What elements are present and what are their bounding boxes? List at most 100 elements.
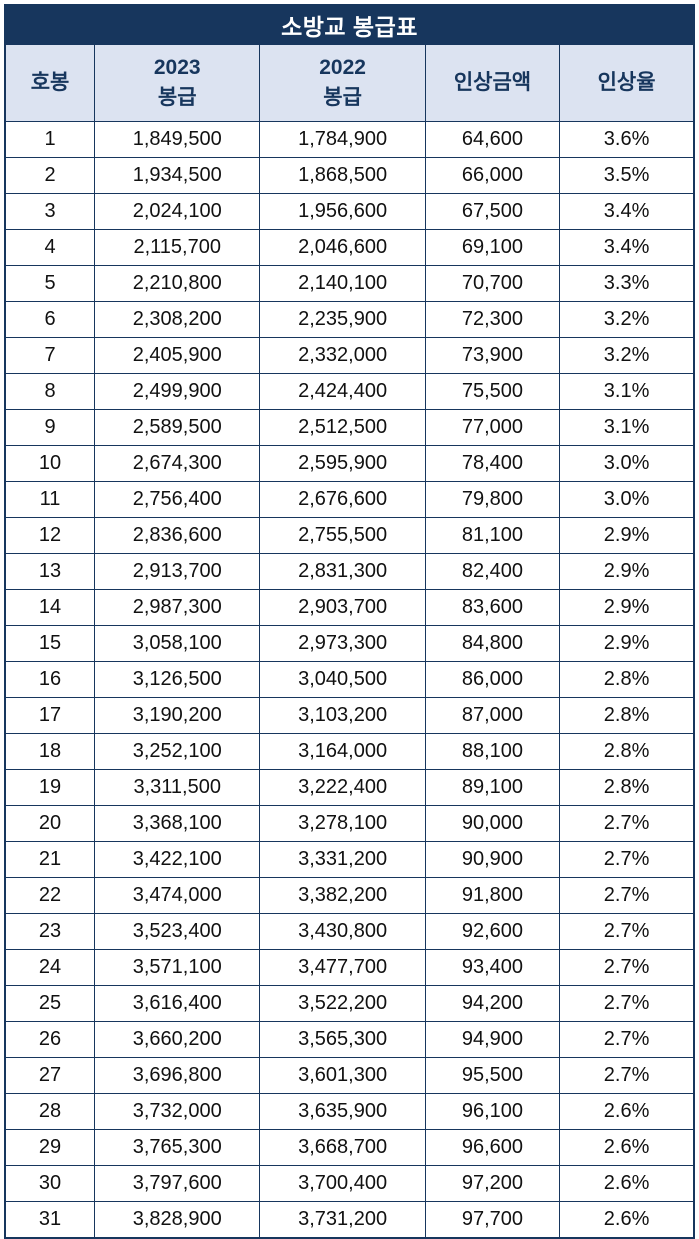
increase-rate-cell: 2.7% bbox=[559, 985, 695, 1022]
increase-rate-cell: 2.7% bbox=[559, 1057, 695, 1094]
salary-2022-cell: 2,973,300 bbox=[259, 625, 426, 662]
increase-amount-cell: 83,600 bbox=[424, 589, 561, 626]
increase-rate-cell: 3.6% bbox=[559, 121, 695, 158]
increase-amount-cell: 94,200 bbox=[424, 985, 561, 1022]
increase-rate-cell: 3.4% bbox=[559, 229, 695, 266]
salary-2022-cell: 3,565,300 bbox=[259, 1021, 426, 1058]
increase-rate-cell: 2.8% bbox=[559, 661, 695, 698]
increase-amount-cell: 79,800 bbox=[424, 481, 561, 518]
table-row: 16 3,126,500 3,040,500 86,000 2.8% bbox=[4, 661, 695, 698]
increase-rate-cell: 2.9% bbox=[559, 553, 695, 590]
increase-amount-cell: 66,000 bbox=[424, 157, 561, 194]
increase-amount-cell: 86,000 bbox=[424, 661, 561, 698]
salary-2022-cell: 2,831,300 bbox=[259, 553, 426, 590]
table-row: 25 3,616,400 3,522,200 94,200 2.7% bbox=[4, 985, 695, 1022]
increase-rate-cell: 3.4% bbox=[559, 193, 695, 230]
table-row: 10 2,674,300 2,595,900 78,400 3.0% bbox=[4, 445, 695, 482]
increase-amount-cell: 67,500 bbox=[424, 193, 561, 230]
column-header-increase-rate: 인상율 bbox=[559, 44, 695, 122]
salary-2023-cell: 2,836,600 bbox=[94, 517, 261, 554]
increase-amount-cell: 84,800 bbox=[424, 625, 561, 662]
table-row: 19 3,311,500 3,222,400 89,100 2.8% bbox=[4, 769, 695, 806]
grade-cell: 23 bbox=[4, 913, 96, 950]
increase-amount-cell: 82,400 bbox=[424, 553, 561, 590]
page-title: 소방교 봉급표 bbox=[4, 4, 695, 45]
grade-cell: 29 bbox=[4, 1129, 96, 1166]
grade-cell: 4 bbox=[4, 229, 96, 266]
salary-2023-cell: 3,368,100 bbox=[94, 805, 261, 842]
table-row: 22 3,474,000 3,382,200 91,800 2.7% bbox=[4, 877, 695, 914]
grade-cell: 6 bbox=[4, 301, 96, 338]
grade-cell: 21 bbox=[4, 841, 96, 878]
grade-cell: 24 bbox=[4, 949, 96, 986]
salary-2022-cell: 2,424,400 bbox=[259, 373, 426, 410]
salary-2022-cell: 2,512,500 bbox=[259, 409, 426, 446]
table-row: 7 2,405,900 2,332,000 73,900 3.2% bbox=[4, 337, 695, 374]
grade-cell: 20 bbox=[4, 805, 96, 842]
table-row: 28 3,732,000 3,635,900 96,100 2.6% bbox=[4, 1093, 695, 1130]
salary-2023-cell: 3,311,500 bbox=[94, 769, 261, 806]
increase-amount-cell: 72,300 bbox=[424, 301, 561, 338]
salary-2022-cell: 3,222,400 bbox=[259, 769, 426, 806]
salary-2023-cell: 2,210,800 bbox=[94, 265, 261, 302]
salary-2023-cell: 3,732,000 bbox=[94, 1093, 261, 1130]
increase-amount-cell: 94,900 bbox=[424, 1021, 561, 1058]
salary-2022-cell: 3,430,800 bbox=[259, 913, 426, 950]
table-body: 1 1,849,500 1,784,900 64,600 3.6% 2 1,934,500 1… bbox=[4, 121, 695, 1239]
header-row: 호봉 2023 봉급 2022 봉급 인상금액 인상율 bbox=[4, 44, 695, 122]
grade-cell: 2 bbox=[4, 157, 96, 194]
salary-2023-cell: 2,756,400 bbox=[94, 481, 261, 518]
salary-2022-cell: 1,956,600 bbox=[259, 193, 426, 230]
salary-2023-cell: 2,024,100 bbox=[94, 193, 261, 230]
grade-cell: 5 bbox=[4, 265, 96, 302]
table-row: 27 3,696,800 3,601,300 95,500 2.7% bbox=[4, 1057, 695, 1094]
increase-amount-cell: 77,000 bbox=[424, 409, 561, 446]
grade-cell: 13 bbox=[4, 553, 96, 590]
grade-cell: 7 bbox=[4, 337, 96, 374]
grade-cell: 12 bbox=[4, 517, 96, 554]
increase-amount-cell: 64,600 bbox=[424, 121, 561, 158]
salary-2022-cell: 2,595,900 bbox=[259, 445, 426, 482]
salary-2023-cell: 3,797,600 bbox=[94, 1165, 261, 1202]
table-row: 23 3,523,400 3,430,800 92,600 2.7% bbox=[4, 913, 695, 950]
table-row: 2 1,934,500 1,868,500 66,000 3.5% bbox=[4, 157, 695, 194]
table-row: 31 3,828,900 3,731,200 97,700 2.6% bbox=[4, 1201, 695, 1239]
table-row: 29 3,765,300 3,668,700 96,600 2.6% bbox=[4, 1129, 695, 1166]
increase-amount-cell: 92,600 bbox=[424, 913, 561, 950]
increase-amount-cell: 90,000 bbox=[424, 805, 561, 842]
grade-cell: 31 bbox=[4, 1201, 96, 1239]
grade-cell: 28 bbox=[4, 1093, 96, 1130]
column-header-salary-2023: 2023 봉급 bbox=[94, 44, 261, 122]
grade-cell: 10 bbox=[4, 445, 96, 482]
salary-2023-cell: 2,308,200 bbox=[94, 301, 261, 338]
salary-2022-cell: 3,668,700 bbox=[259, 1129, 426, 1166]
salary-2023-cell: 2,405,900 bbox=[94, 337, 261, 374]
increase-rate-cell: 3.2% bbox=[559, 301, 695, 338]
salary-2023-cell: 2,987,300 bbox=[94, 589, 261, 626]
grade-cell: 3 bbox=[4, 193, 96, 230]
table-row: 8 2,499,900 2,424,400 75,500 3.1% bbox=[4, 373, 695, 410]
increase-amount-cell: 87,000 bbox=[424, 697, 561, 734]
column-header-grade: 호봉 bbox=[4, 44, 96, 122]
increase-amount-cell: 75,500 bbox=[424, 373, 561, 410]
table-row: 12 2,836,600 2,755,500 81,100 2.9% bbox=[4, 517, 695, 554]
increase-amount-cell: 89,100 bbox=[424, 769, 561, 806]
grade-cell: 18 bbox=[4, 733, 96, 770]
salary-2023-cell: 1,934,500 bbox=[94, 157, 261, 194]
increase-rate-cell: 2.9% bbox=[559, 589, 695, 626]
table-row: 3 2,024,100 1,956,600 67,500 3.4% bbox=[4, 193, 695, 230]
increase-amount-cell: 78,400 bbox=[424, 445, 561, 482]
increase-rate-cell: 3.0% bbox=[559, 481, 695, 518]
grade-cell: 17 bbox=[4, 697, 96, 734]
salary-2022-cell: 2,332,000 bbox=[259, 337, 426, 374]
increase-amount-cell: 81,100 bbox=[424, 517, 561, 554]
table-row: 9 2,589,500 2,512,500 77,000 3.1% bbox=[4, 409, 695, 446]
increase-rate-cell: 3.5% bbox=[559, 157, 695, 194]
table-row: 13 2,913,700 2,831,300 82,400 2.9% bbox=[4, 553, 695, 590]
salary-2022-cell: 2,046,600 bbox=[259, 229, 426, 266]
grade-cell: 1 bbox=[4, 121, 96, 158]
increase-rate-cell: 2.6% bbox=[559, 1093, 695, 1130]
increase-amount-cell: 70,700 bbox=[424, 265, 561, 302]
salary-2023-cell: 3,422,100 bbox=[94, 841, 261, 878]
salary-2023-cell: 2,115,700 bbox=[94, 229, 261, 266]
